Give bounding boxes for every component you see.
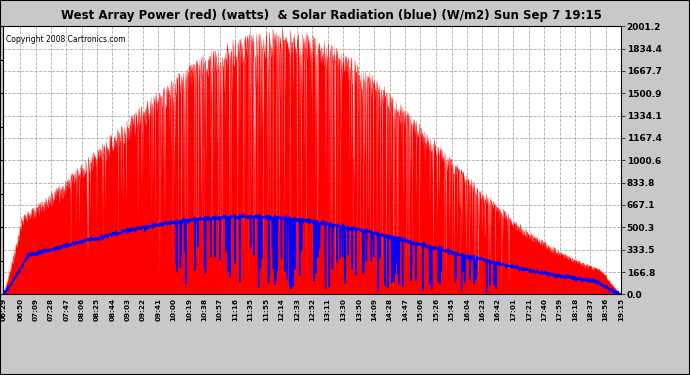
Text: 17:40: 17:40	[542, 298, 547, 321]
Text: 06:50: 06:50	[17, 298, 23, 321]
Text: 13:50: 13:50	[356, 298, 362, 321]
Text: 15:26: 15:26	[433, 298, 440, 321]
Text: 16:42: 16:42	[495, 298, 501, 321]
Text: 10:00: 10:00	[170, 298, 177, 321]
Text: West Array Power (red) (watts)  & Solar Radiation (blue) (W/m2) Sun Sep 7 19:15: West Array Power (red) (watts) & Solar R…	[61, 9, 602, 22]
Text: 07:47: 07:47	[63, 298, 69, 321]
Text: 19:15: 19:15	[618, 298, 624, 321]
Text: 15:06: 15:06	[417, 298, 423, 321]
Text: 10:57: 10:57	[217, 298, 222, 321]
Text: 08:06: 08:06	[79, 298, 85, 321]
Text: 13:30: 13:30	[340, 298, 346, 321]
Text: 17:21: 17:21	[526, 298, 532, 321]
Text: 18:18: 18:18	[572, 298, 578, 321]
Text: 15:45: 15:45	[448, 298, 455, 321]
Text: 11:16: 11:16	[232, 298, 238, 321]
Text: 08:25: 08:25	[94, 298, 100, 321]
Text: 18:37: 18:37	[587, 298, 593, 321]
Text: 10:19: 10:19	[186, 298, 192, 321]
Text: 17:59: 17:59	[557, 298, 563, 321]
Text: 06:29: 06:29	[1, 298, 6, 321]
Text: 11:55: 11:55	[264, 298, 269, 321]
Text: 12:33: 12:33	[294, 298, 300, 321]
Text: 13:11: 13:11	[324, 298, 331, 321]
Text: 14:47: 14:47	[402, 298, 408, 321]
Text: 12:14: 12:14	[279, 298, 284, 321]
Text: 09:22: 09:22	[140, 298, 146, 321]
Text: 17:01: 17:01	[510, 298, 516, 321]
Text: 08:44: 08:44	[109, 298, 115, 321]
Text: 16:04: 16:04	[464, 298, 470, 321]
Text: 16:23: 16:23	[480, 298, 485, 321]
Text: 10:38: 10:38	[201, 298, 207, 321]
Text: 18:56: 18:56	[602, 298, 609, 321]
Text: 07:09: 07:09	[32, 298, 39, 321]
Text: 14:28: 14:28	[386, 298, 393, 321]
Text: 07:28: 07:28	[48, 298, 54, 321]
Text: 11:35: 11:35	[247, 298, 253, 321]
Text: Copyright 2008 Cartronics.com: Copyright 2008 Cartronics.com	[6, 34, 125, 44]
Text: 14:09: 14:09	[371, 298, 377, 321]
Text: 09:41: 09:41	[155, 298, 161, 321]
Text: 12:52: 12:52	[309, 298, 315, 321]
Text: 09:03: 09:03	[125, 298, 130, 321]
